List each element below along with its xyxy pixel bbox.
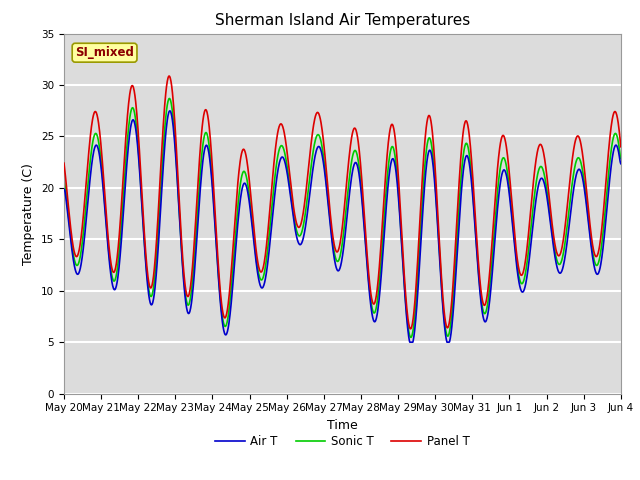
Sonic T	[617, 156, 625, 161]
Sonic T	[407, 335, 415, 340]
Panel T	[60, 160, 68, 166]
Air T	[297, 241, 305, 247]
Line: Sonic T: Sonic T	[64, 98, 621, 337]
Text: SI_mixed: SI_mixed	[75, 46, 134, 59]
Air T	[166, 108, 173, 114]
Air T	[60, 186, 68, 192]
Panel T	[165, 73, 173, 79]
X-axis label: Time: Time	[327, 419, 358, 432]
Legend: Air T, Sonic T, Panel T: Air T, Sonic T, Panel T	[211, 430, 474, 453]
Line: Air T: Air T	[64, 111, 621, 342]
Panel T	[617, 144, 625, 150]
Sonic T	[60, 177, 68, 183]
Air T	[406, 339, 413, 345]
Sonic T	[308, 156, 316, 161]
Sonic T	[318, 144, 326, 150]
Air T	[378, 273, 385, 278]
Panel T	[126, 91, 134, 97]
Air T	[103, 233, 111, 239]
Panel T	[318, 127, 326, 133]
Sonic T	[378, 257, 385, 263]
Sonic T	[297, 232, 305, 238]
Air T	[617, 161, 625, 167]
Line: Panel T: Panel T	[64, 76, 621, 329]
Panel T	[407, 326, 415, 332]
Sonic T	[166, 96, 173, 101]
Y-axis label: Temperature (C): Temperature (C)	[22, 163, 35, 264]
Air T	[126, 131, 134, 136]
Panel T	[378, 238, 385, 244]
Panel T	[103, 222, 111, 228]
Sonic T	[126, 115, 134, 121]
Panel T	[297, 222, 305, 228]
Sonic T	[103, 230, 111, 236]
Air T	[308, 172, 316, 178]
Air T	[318, 153, 326, 158]
Panel T	[308, 132, 316, 138]
Title: Sherman Island Air Temperatures: Sherman Island Air Temperatures	[215, 13, 470, 28]
